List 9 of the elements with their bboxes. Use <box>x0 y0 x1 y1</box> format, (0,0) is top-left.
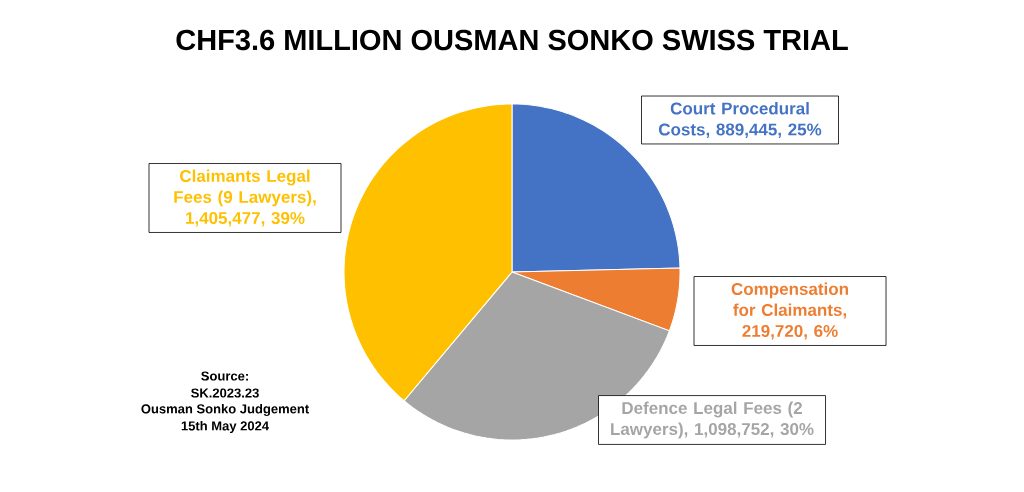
text: Ousman Sonko Judgement <box>141 403 309 417</box>
source-note: Source: <box>201 371 248 381</box>
slice-label: Compensation for Claimants, 219,720, 6% <box>731 282 848 340</box>
chart-title: CHF3.6 MILLION OUSMAN SONKO SWISS TRIAL <box>176 29 848 51</box>
slice-label: Court Procedural Costs, 889,445, 25% <box>658 102 822 138</box>
text: 15th May 2024 <box>181 420 269 434</box>
slice-label: Defence Legal Fees (2 Lawyers), 1,098,752, 30% <box>611 401 814 439</box>
slice-label: Claimants Legal Fees (9 Lawyers), 1,405,477, 39% <box>174 169 316 227</box>
text: SK.2023.23 <box>191 388 259 398</box>
